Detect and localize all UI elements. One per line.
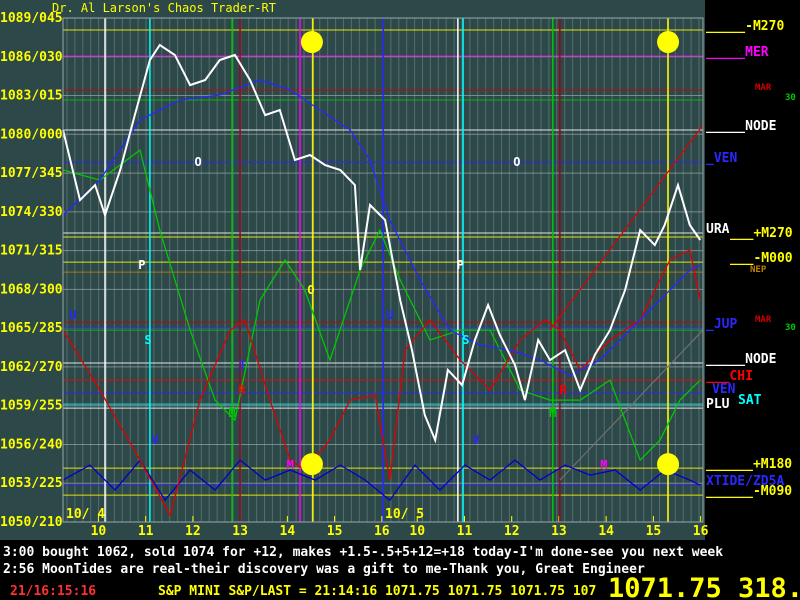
- level-label: _____NODE: [706, 352, 776, 367]
- event-marker: O: [513, 155, 520, 169]
- event-marker: J: [237, 358, 244, 372]
- event-marker: R: [238, 383, 246, 397]
- level-label: _____NODE: [706, 119, 776, 134]
- status-message: 2:56 MoonTides are real-their discovery …: [3, 562, 645, 577]
- x-tick-label: 11: [138, 524, 154, 539]
- plot-frame: [62, 17, 704, 523]
- moon: [300, 453, 323, 476]
- event-marker: R: [560, 383, 568, 397]
- level-label: _____MER: [706, 45, 769, 60]
- y-tick-label: 1086/030: [0, 50, 63, 65]
- y-tick-label: 1065/285: [0, 321, 63, 336]
- series-line: [62, 79, 701, 376]
- level-label: MAR: [755, 83, 772, 93]
- x-tick-label: 13: [232, 524, 248, 539]
- x-tick-label: 15: [646, 524, 662, 539]
- y-tick-label: 1053/225: [0, 476, 63, 491]
- status-message: 3:00 bought 1062, sold 1074 for +12, mak…: [3, 545, 723, 560]
- x-tick-label: 13: [551, 524, 567, 539]
- series-line: [62, 458, 701, 502]
- level-label: VEN: [712, 382, 736, 397]
- level-label: 30: [785, 93, 796, 103]
- x-tick-label: 11: [457, 524, 473, 539]
- x-tick-label: 16: [693, 524, 709, 539]
- y-tick-label: 1062/270: [0, 360, 63, 375]
- x-tick-label: 10: [409, 524, 425, 539]
- level-label: _____-M270: [706, 19, 784, 34]
- x-tick-label: 14: [598, 524, 614, 539]
- event-marker: O: [307, 283, 314, 297]
- x-tick-label: 10: [91, 524, 107, 539]
- level-label: ___CHI: [706, 369, 753, 384]
- event-marker: M: [549, 406, 556, 420]
- chart-title: Dr. Al Larson's Chaos Trader-RT: [52, 1, 276, 15]
- level-label: ___-M000: [730, 251, 793, 266]
- event-marker: S: [144, 333, 151, 347]
- y-tick-label: 1080/000: [0, 127, 63, 142]
- event-marker: S: [462, 333, 469, 347]
- level-label: ______+M180: [706, 457, 792, 472]
- level-label: ______-M090: [706, 484, 792, 499]
- y-tick-label: 1068/300: [0, 282, 63, 297]
- level-label: MAR: [755, 315, 772, 325]
- event-marker: M: [287, 458, 294, 472]
- x-tick-label: 14: [280, 524, 296, 539]
- event-marker: U: [386, 308, 393, 322]
- trendline: [549, 124, 704, 331]
- event-marker: U: [69, 308, 76, 322]
- level-label: PLU: [706, 397, 730, 412]
- chart-layer: 1089/045 1086/030 1083/015 1080/000 1077/345…: [0, 11, 796, 539]
- level-label: _JUP: [706, 317, 737, 332]
- date-label: 10/ 4: [66, 507, 105, 522]
- series-line: [62, 43, 702, 444]
- x-tick-label: 15: [327, 524, 343, 539]
- moon: [657, 31, 680, 54]
- y-tick-label: 1050/210: [0, 515, 63, 530]
- event-marker: M: [228, 406, 235, 420]
- trendline: [559, 329, 704, 481]
- y-tick-label: 1056/240: [0, 437, 63, 452]
- level-label: NEP: [750, 265, 767, 275]
- last-price: 1071.75 318.5: [608, 573, 800, 600]
- quote: S&P MINI S&P/LAST = 21:14:16 1071.75 107…: [158, 584, 596, 599]
- series-line: [62, 148, 701, 462]
- moon: [657, 453, 680, 476]
- series-line: [62, 249, 701, 517]
- y-tick-label: 1059/255: [0, 399, 63, 414]
- x-tick-label: 12: [504, 524, 520, 539]
- x-tick-label: 12: [185, 524, 201, 539]
- level-label: _VEN: [706, 151, 737, 166]
- clock: 21/16:15:16: [10, 584, 96, 599]
- level-label: 30: [785, 323, 796, 333]
- date-label: 10/ 5: [385, 507, 424, 522]
- level-label: URA: [706, 222, 730, 237]
- y-tick-label: 1077/345: [0, 166, 63, 181]
- y-tick-label: 1089/045: [0, 11, 63, 26]
- y-tick-label: 1074/330: [0, 205, 63, 220]
- event-marker: P: [457, 258, 464, 272]
- event-marker: V: [151, 433, 158, 447]
- event-marker: P: [138, 258, 145, 272]
- level-label: ___+M270: [730, 226, 793, 241]
- level-label: XTIDE/ZD5A: [706, 474, 784, 489]
- level-label: SAT: [738, 393, 762, 408]
- x-tick-label: 16: [374, 524, 390, 539]
- event-marker: O: [194, 155, 201, 169]
- event-marker: M: [600, 458, 607, 472]
- y-tick-label: 1083/015: [0, 89, 63, 104]
- y-tick-label: 1071/315: [0, 244, 63, 259]
- event-marker: V: [472, 433, 479, 447]
- moon: [300, 31, 323, 54]
